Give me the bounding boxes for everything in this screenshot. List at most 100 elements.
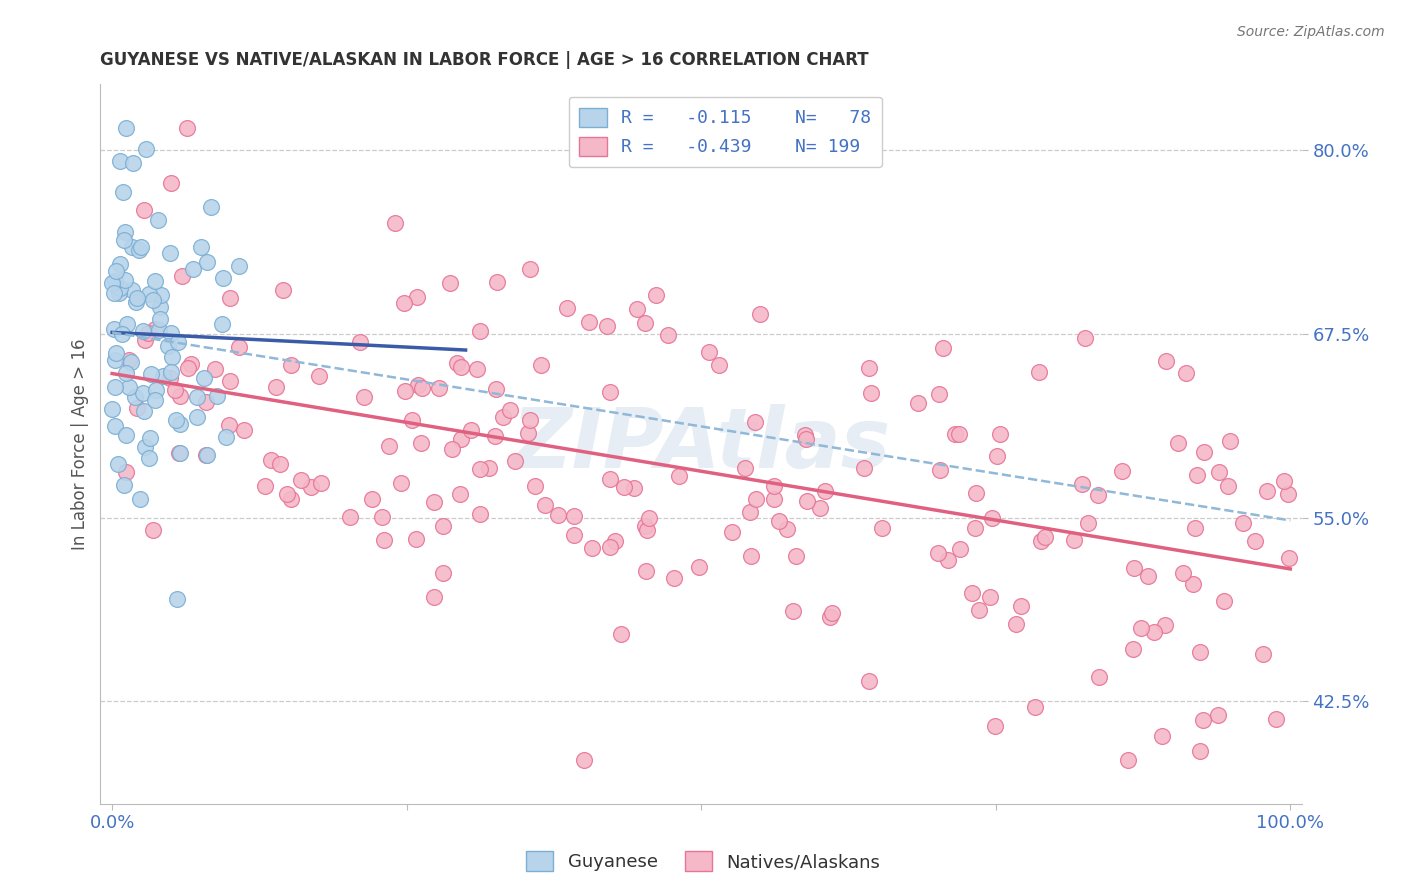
Point <box>1184 521 1206 535</box>
Point <box>114 366 136 380</box>
Point <box>697 345 720 359</box>
Point <box>401 413 423 427</box>
Point <box>108 154 131 169</box>
Point <box>1181 576 1204 591</box>
Point <box>132 324 155 338</box>
Point <box>928 387 950 401</box>
Point <box>1005 617 1028 632</box>
Point <box>1272 475 1295 489</box>
Point <box>988 426 1011 441</box>
Point <box>409 436 432 450</box>
Point <box>339 510 361 524</box>
Point <box>280 491 302 506</box>
Point <box>1256 484 1278 499</box>
Point <box>637 511 659 525</box>
Point <box>370 510 392 524</box>
Point <box>165 413 187 427</box>
Point <box>870 520 893 534</box>
Point <box>581 541 603 555</box>
Point <box>1122 641 1144 656</box>
Point <box>943 426 966 441</box>
Point <box>253 479 276 493</box>
Point <box>264 380 287 394</box>
Point <box>562 509 585 524</box>
Point <box>138 451 160 466</box>
Point <box>111 326 134 341</box>
Point <box>280 358 302 372</box>
Point <box>104 274 127 288</box>
Point <box>125 291 148 305</box>
Y-axis label: In Labor Force | Age > 16: In Labor Force | Age > 16 <box>72 338 89 549</box>
Point <box>468 507 491 521</box>
Point <box>749 307 772 321</box>
Point <box>112 478 135 492</box>
Point <box>634 316 657 330</box>
Point <box>181 262 204 277</box>
Point <box>131 240 153 254</box>
Point <box>104 346 127 360</box>
Point <box>120 355 142 369</box>
Point <box>290 474 312 488</box>
Point <box>1088 671 1111 685</box>
Point <box>533 498 555 512</box>
Point <box>721 525 744 540</box>
Point <box>734 461 756 475</box>
Point <box>118 352 141 367</box>
Point <box>142 293 165 307</box>
Point <box>1189 645 1212 659</box>
Point <box>177 361 200 376</box>
Point <box>389 475 412 490</box>
Point <box>599 473 621 487</box>
Point <box>932 341 955 355</box>
Point <box>927 546 949 560</box>
Point <box>169 446 191 460</box>
Point <box>148 311 170 326</box>
Point <box>423 590 446 604</box>
Point <box>112 234 135 248</box>
Point <box>134 440 156 454</box>
Point <box>1192 444 1215 458</box>
Point <box>103 322 125 336</box>
Point <box>211 318 233 332</box>
Point <box>169 417 191 432</box>
Point <box>470 461 492 475</box>
Point <box>176 121 198 136</box>
Point <box>1244 534 1267 549</box>
Point <box>406 377 429 392</box>
Point <box>361 491 384 506</box>
Point <box>460 423 482 437</box>
Point <box>668 469 690 483</box>
Point <box>599 384 621 399</box>
Point <box>613 480 636 494</box>
Point <box>195 448 218 462</box>
Point <box>104 352 127 367</box>
Point <box>121 283 143 297</box>
Point <box>465 361 488 376</box>
Point <box>121 240 143 254</box>
Point <box>186 410 208 425</box>
Point <box>104 419 127 434</box>
Point <box>159 370 181 384</box>
Point <box>794 427 817 442</box>
Point <box>519 413 541 427</box>
Point <box>309 475 332 490</box>
Point <box>180 357 202 371</box>
Point <box>547 508 569 523</box>
Point <box>269 457 291 471</box>
Point <box>688 559 710 574</box>
Point <box>626 302 648 317</box>
Point <box>1150 729 1173 743</box>
Point <box>492 410 515 425</box>
Point <box>215 429 238 443</box>
Point <box>233 423 256 437</box>
Text: Source: ZipAtlas.com: Source: ZipAtlas.com <box>1237 25 1385 39</box>
Point <box>1137 569 1160 583</box>
Point <box>125 295 148 310</box>
Point <box>145 383 167 397</box>
Point <box>1130 621 1153 635</box>
Point <box>193 370 215 384</box>
Point <box>228 259 250 273</box>
Point <box>662 571 685 585</box>
Point <box>1253 647 1275 661</box>
Point <box>156 339 179 353</box>
